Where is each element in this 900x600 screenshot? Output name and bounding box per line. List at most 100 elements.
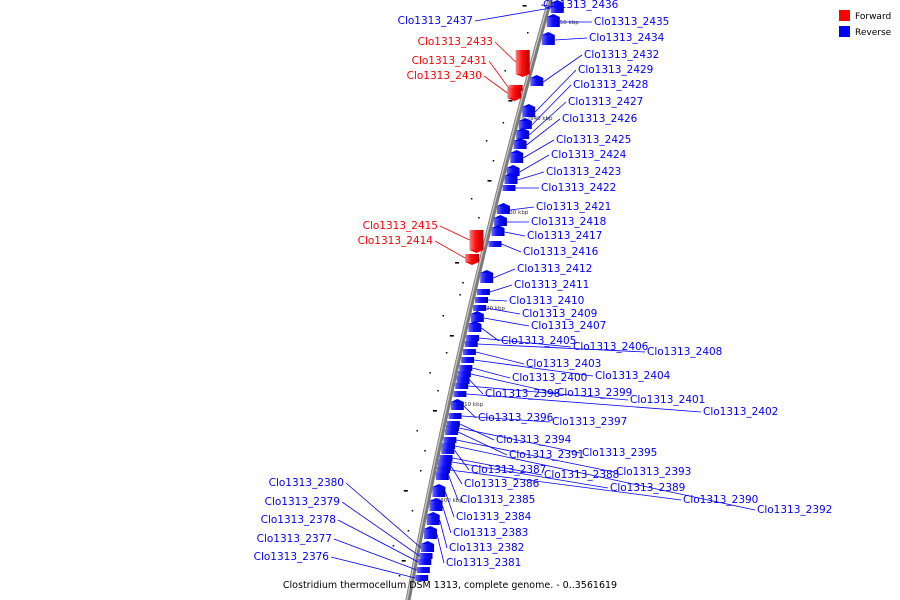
gene-arrow-tip — [530, 75, 544, 78]
gene-leader — [504, 231, 526, 237]
gene-block — [546, 14, 560, 27]
gene-label: Clo1313_2405 — [501, 335, 576, 347]
feature-dash — [437, 390, 439, 392]
gene-label: Clo1313_2429 — [578, 64, 653, 76]
gene-leader — [436, 533, 445, 564]
gene-block-body — [516, 131, 530, 139]
gene-block — [550, 0, 564, 13]
gene-label: Clo1313_2395 — [582, 447, 657, 459]
gene-label: Clo1313_2385 — [460, 494, 535, 506]
feature-dash — [522, 5, 527, 7]
gene-block-body — [438, 459, 452, 465]
gene-leader — [543, 54, 583, 83]
gene-label: Clo1313_2415 — [363, 220, 438, 232]
gene-leader — [455, 445, 756, 511]
gene-block-body — [442, 443, 456, 449]
gene-block — [429, 498, 443, 511]
gene-label: Clo1313_2386 — [464, 478, 540, 490]
gene-arrow-tip — [541, 32, 555, 35]
gene-leader — [452, 457, 543, 476]
backbone-dashes — [392, 5, 529, 577]
gene-block — [457, 371, 471, 377]
feature-dash — [432, 410, 437, 412]
gene-label: Clo1313_2425 — [556, 134, 631, 146]
gene-leader — [528, 101, 567, 136]
gene-leader — [488, 60, 510, 89]
gene-leader — [330, 556, 416, 579]
gene-leader — [448, 475, 459, 501]
gene-block — [513, 138, 527, 149]
feature-dash — [478, 217, 480, 219]
gene-leader — [456, 439, 615, 473]
gene-block — [510, 150, 524, 163]
gene-leader — [345, 482, 422, 549]
gene-leader — [450, 465, 463, 485]
gene-label: Clo1313_2431 — [412, 55, 487, 67]
gene-leader — [470, 373, 556, 394]
gene-label: Clo1313_2380 — [269, 477, 344, 489]
gene-arrow-tip — [510, 150, 524, 153]
gene-label: Clo1313_2388 — [544, 469, 619, 481]
gene-block-body — [439, 455, 453, 461]
gene-label: Clo1313_2421 — [536, 201, 611, 213]
gene-leader — [457, 431, 508, 456]
gene-leader — [477, 343, 646, 353]
gene-block — [461, 357, 475, 363]
gene-block-body — [446, 425, 459, 431]
gene-block — [507, 88, 522, 101]
gene-leader — [445, 491, 455, 518]
gene-block — [453, 391, 467, 397]
gene-block — [470, 311, 484, 322]
gene-label: Clo1313_2416 — [523, 246, 599, 258]
gene-block — [473, 305, 487, 311]
gene-arrow-tip — [465, 262, 480, 265]
gene-block-body — [426, 515, 440, 525]
feature-dash — [527, 32, 529, 34]
feature-dash — [487, 180, 492, 182]
gene-leader — [540, 4, 564, 9]
gene-block — [493, 215, 507, 226]
gene-leader — [468, 385, 629, 401]
gene-block — [415, 575, 429, 581]
tick-label: 2830 kbp — [502, 210, 528, 216]
gene-block-body — [437, 467, 450, 473]
gene-arrow-tip — [426, 512, 440, 515]
gene-label: Clo1313_2402 — [703, 406, 778, 418]
map-caption: Clostridium thermocellum DSM 1313, compl… — [283, 580, 617, 591]
gene-block-body — [462, 349, 476, 355]
legend: Forward Reverse — [839, 10, 892, 38]
feature-dash — [504, 70, 506, 72]
gene-arrow-tip — [493, 215, 507, 218]
gene-label: Clo1313_2378 — [261, 514, 336, 526]
gene-block — [468, 321, 482, 332]
gene-label: Clo1313_2428 — [573, 79, 648, 91]
gene-block — [496, 203, 510, 214]
gene-features — [415, 0, 564, 581]
gene-leader — [461, 415, 551, 423]
gene-arrow-tip — [518, 118, 532, 121]
gene-block — [530, 75, 544, 86]
gene-label: Clo1313_2394 — [496, 434, 572, 446]
gene-block — [439, 455, 453, 461]
legend-swatch-reverse — [839, 26, 850, 37]
gene-block-body — [530, 78, 544, 86]
gene-block — [480, 270, 494, 283]
feature-dash — [420, 470, 422, 472]
gene-leader — [474, 7, 551, 22]
gene-leader — [434, 240, 466, 259]
gene-leader — [519, 154, 550, 173]
gene-leader — [481, 327, 500, 342]
gene-block — [466, 335, 480, 341]
gene-arrow-tip — [496, 203, 510, 206]
gene-leader — [517, 171, 545, 181]
gene-block — [442, 443, 456, 449]
gene-block-body — [507, 88, 522, 98]
gene-arrow-tip — [504, 173, 518, 176]
gene-arrow-tip — [432, 484, 446, 487]
gene-block — [419, 553, 433, 559]
gene-leader — [337, 519, 419, 563]
gene-block-body — [419, 553, 433, 559]
gene-block-body — [465, 254, 480, 262]
gene-label: Clo1313_2393 — [616, 466, 691, 478]
gene-block-body — [470, 314, 484, 322]
